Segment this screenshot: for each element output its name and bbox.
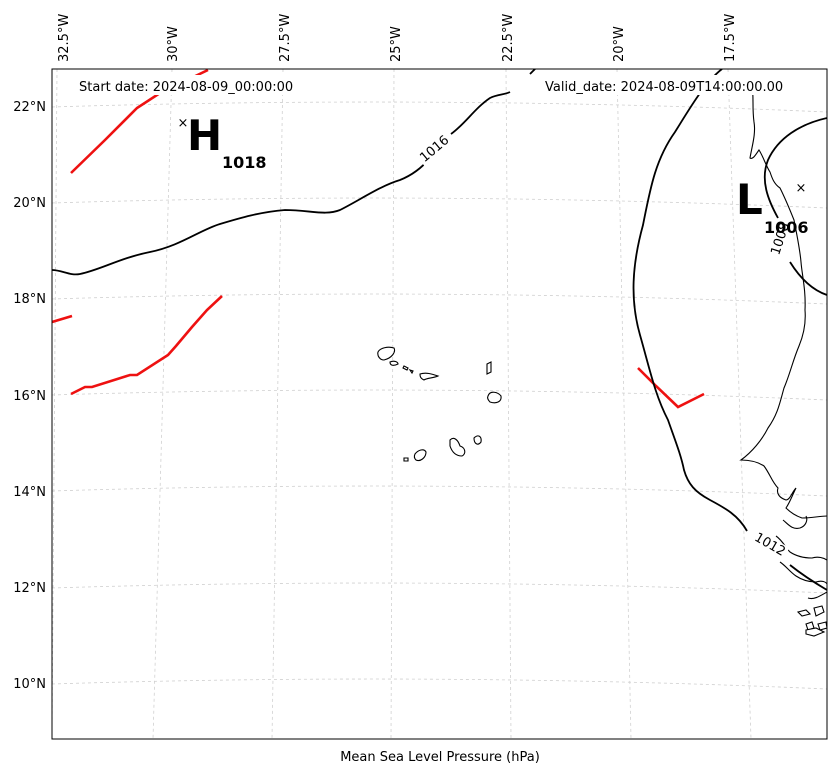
longitude-gridlines: [52, 69, 752, 739]
isobars: [52, 69, 827, 591]
isobar-1016-north: [450, 91, 511, 135]
cape-verde-islands: [377, 346, 502, 462]
front-segment: [637, 367, 705, 409]
isobar-1008-north: [763, 117, 827, 219]
latitude-gridlines: [52, 101, 827, 690]
isobar-1012-south: [789, 564, 827, 591]
high-center-value: 1018: [222, 153, 267, 172]
isobar-1016: [52, 157, 431, 276]
lat-tick-label: 22°N: [13, 100, 46, 115]
latitude-tick-labels: 22°N 20°N 18°N 16°N 14°N 12°N 10°N: [13, 100, 46, 692]
map-border: [51, 68, 828, 740]
low-center-letter: L: [736, 175, 763, 224]
lat-tick-label: 16°N: [13, 389, 46, 404]
x-axis-label: Mean Sea Level Pressure (hPa): [340, 750, 540, 765]
lon-tick-label: 17.5°W: [723, 14, 738, 62]
lon-tick-label: 22.5°W: [501, 14, 516, 62]
west-africa-coastline: [739, 85, 827, 600]
isobar-1016-top: [529, 69, 537, 75]
low-pressure-center: × L 1006: [736, 175, 809, 237]
lat-tick-label: 20°N: [13, 196, 46, 211]
lat-tick-label: 14°N: [13, 485, 46, 500]
coastal-islands: [796, 605, 827, 637]
isobar-1012: [632, 69, 748, 532]
low-center-marker: ×: [796, 181, 807, 196]
lat-tick-label: 12°N: [13, 581, 46, 596]
isobar-1008: [789, 261, 827, 296]
valid-date-label: Valid_date: 2024-08-09T14:00:00.00: [545, 80, 783, 95]
lon-tick-label: 27.5°W: [278, 14, 293, 62]
low-center-value: 1006: [764, 218, 809, 237]
longitude-tick-labels: 32.5°W 30°W 27.5°W 25°W 22.5°W 20°W 17.5…: [57, 14, 738, 62]
high-pressure-center: × H 1018: [178, 111, 267, 172]
lon-tick-label: 32.5°W: [57, 14, 72, 62]
lat-tick-label: 10°N: [13, 677, 46, 692]
high-center-letter: H: [187, 111, 222, 160]
front-segment: [52, 314, 73, 324]
map-frame: [52, 69, 827, 739]
lat-tick-label: 18°N: [13, 292, 46, 307]
lon-tick-label: 30°W: [166, 26, 181, 62]
high-center-marker: ×: [178, 116, 189, 131]
front-segment: [70, 295, 223, 396]
lon-tick-label: 20°W: [612, 26, 627, 62]
start-date-label: Start date: 2024-08-09_00:00:00: [79, 80, 293, 95]
lon-tick-label: 25°W: [389, 26, 404, 62]
